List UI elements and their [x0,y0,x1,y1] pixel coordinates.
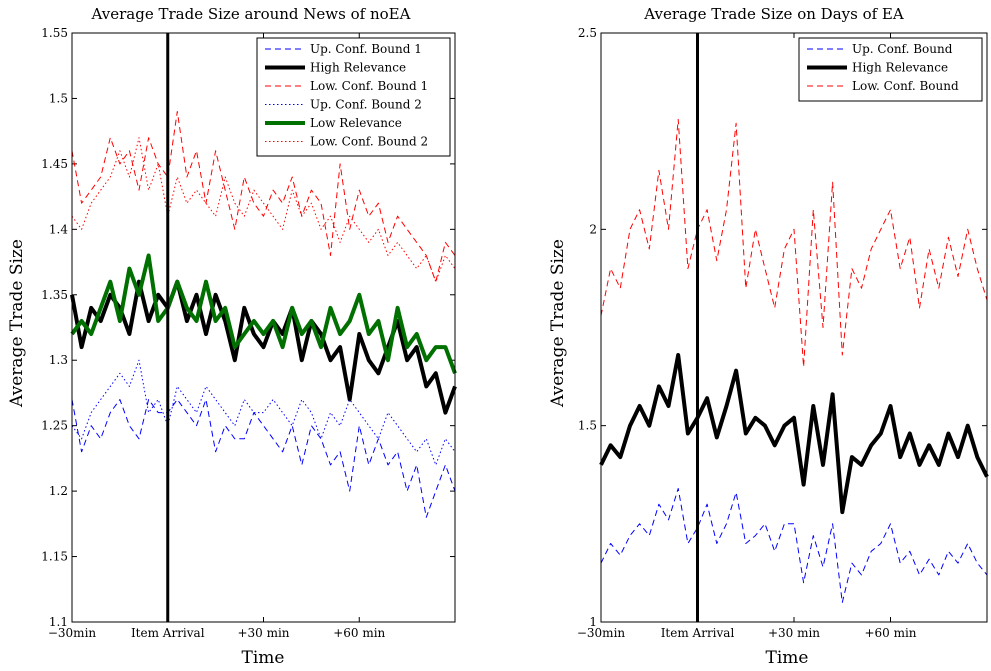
series-line-high-relevance [70,279,457,415]
x-tick-label: +30 min [768,626,820,640]
y-axis-label: Average Trade Size [548,239,568,408]
series-lines [599,118,989,603]
legend-label: High Relevance [310,61,406,75]
series-line-low-relevance [70,253,457,374]
series-line-up-conf-bound [600,488,988,603]
legend-label: Up. Conf. Bound 2 [310,98,422,112]
y-tick-label: 1.3 [49,353,68,367]
x-tick-label: +60 min [864,626,916,640]
legend-box [256,37,451,157]
legend-label: Up. Conf. Bound [852,42,953,56]
x-ticks: −30min Item Arrival +30 min +60 min [48,33,386,640]
series-line-high-relevance [599,353,989,515]
plot-frame [600,32,988,623]
series-line-low-conf-bound-1 [71,111,456,283]
x-tick-label: −30min [577,626,626,640]
legend-label: Low. Conf. Bound 2 [310,135,428,149]
x-axis-label: Time [242,648,285,668]
y-axis-label: Average Trade Size [7,239,27,408]
y-ticks: 1.1 1.15 1.2 1.25 1.3 1.35 1.4 1.45 1.5 1.55 [41,26,455,629]
y-tick-label: 1.15 [41,550,68,564]
legend-label: Low. Conf. Bound 1 [310,79,428,93]
y-ticks: 1 1.5 2 2.5 [578,26,987,629]
legend: Up. Conf. Bound 1 High Relevance Low. Conf… [256,37,451,157]
y-tick-label: 1.5 [49,91,68,105]
plot-frame [71,32,456,623]
legend-label: Low Relevance [310,116,402,130]
y-tick-label: 1.1 [49,615,68,629]
y-tick-label: 1 [589,615,597,629]
x-tick-label: −30min [48,626,97,640]
y-tick-label: 1.45 [41,157,68,171]
y-tick-label: 1.4 [49,222,68,236]
y-tick-label: 2 [589,222,597,236]
legend-label: High Relevance [852,61,948,75]
series-lines [70,111,457,518]
y-tick-label: 1.2 [49,484,68,498]
chart-title: Average Trade Size on Days of EA [643,5,904,23]
legend-label: Low. Conf. Bound [852,79,959,93]
series-line-low-conf-bound-2 [71,137,456,283]
x-tick-label: Item Arrival [131,626,205,640]
legend: Up. Conf. Bound High Relevance Low. Conf. … [798,37,983,102]
y-tick-label: 1.5 [578,419,597,433]
x-tick-label: +30 min [237,626,289,640]
chart-title: Average Trade Size around News of noEA [91,5,411,23]
y-tick-label: 2.5 [578,26,597,40]
y-tick-label: 1.25 [41,419,68,433]
chart-panel-noea: Average Trade Size around News of noEA A… [7,5,457,668]
x-ticks: −30min Item Arrival +30 min +60 min [577,33,917,640]
series-line-up-conf-bound-2 [71,359,456,466]
y-tick-label: 1.55 [41,26,68,40]
x-tick-label: +60 min [333,626,385,640]
x-tick-label: Item Arrival [661,626,735,640]
y-tick-label: 1.35 [41,288,68,302]
x-axis-label: Time [766,648,809,668]
legend-label: Up. Conf. Bound 1 [310,42,422,56]
series-line-up-conf-bound-1 [71,399,456,518]
chart-panel-ea: Average Trade Size on Days of EA Average… [548,5,989,668]
series-line-low-conf-bound [600,118,988,368]
